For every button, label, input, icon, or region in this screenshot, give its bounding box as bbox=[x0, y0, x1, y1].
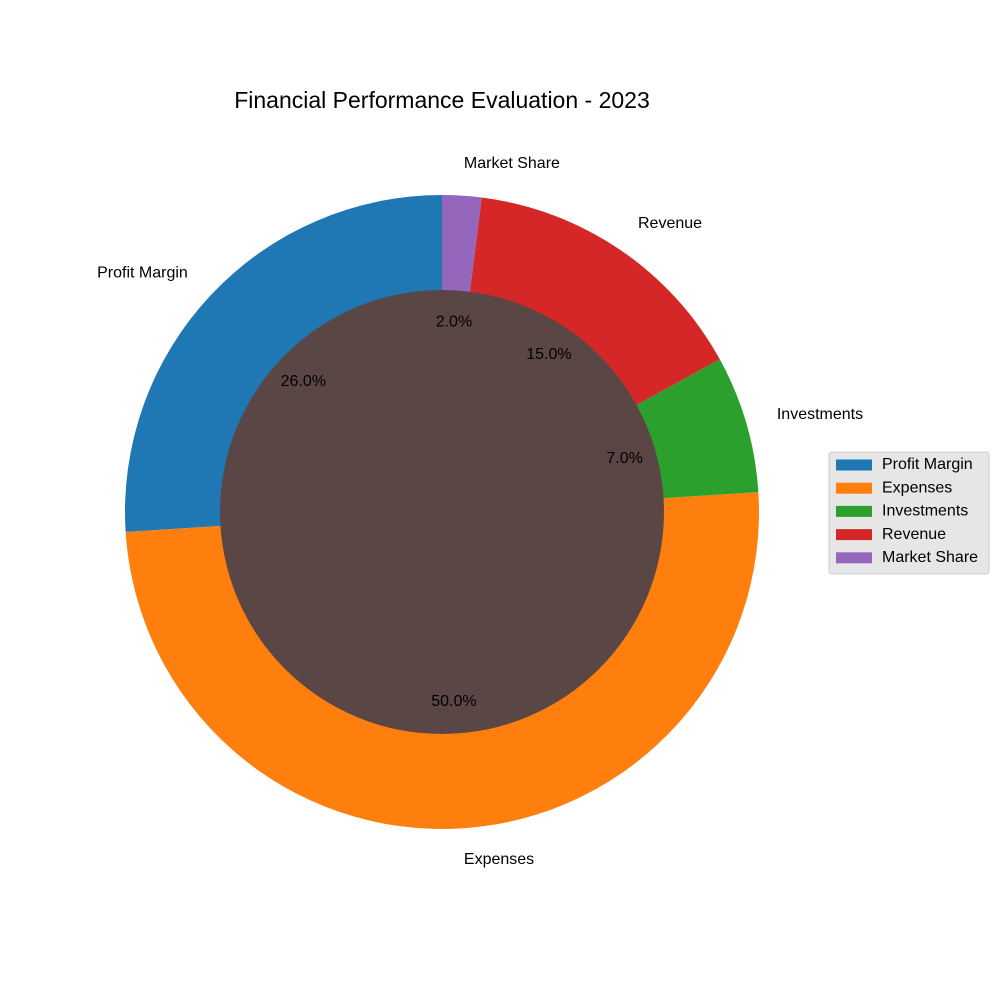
percent-label-revenue: 15.0% bbox=[526, 346, 571, 363]
legend-swatch-investments bbox=[836, 505, 872, 517]
percent-label-profit-margin: 26.0% bbox=[281, 373, 326, 390]
percent-label-market-share: 2.0% bbox=[436, 313, 472, 330]
legend-swatch-revenue bbox=[836, 529, 872, 541]
slice-label-profit-margin: Profit Margin bbox=[97, 265, 188, 282]
legend-label-market-share: Market Share bbox=[882, 549, 978, 566]
slice-label-expenses: Expenses bbox=[464, 851, 534, 868]
percent-label-investments: 7.0% bbox=[606, 450, 642, 467]
legend-label-revenue: Revenue bbox=[882, 526, 946, 543]
legend-items: Profit Margin Expenses Investments Revenue M… bbox=[836, 456, 978, 566]
slice-labels: Profit Margin Expenses Investments Revenue M… bbox=[97, 155, 863, 868]
legend-label-expenses: Expenses bbox=[882, 479, 952, 496]
legend-swatch-profit-margin bbox=[836, 459, 872, 471]
legend-frame bbox=[828, 451, 990, 575]
donut-hole bbox=[220, 290, 664, 734]
percent-labels: 26.0% 50.0% 7.0% 15.0% 2.0% bbox=[281, 313, 643, 710]
legend-label-profit-margin: Profit Margin bbox=[882, 456, 973, 473]
chart-title: Financial Performance Evaluation - 2023 bbox=[234, 87, 650, 113]
legend-swatch-expenses bbox=[836, 482, 872, 494]
percent-label-expenses: 50.0% bbox=[431, 693, 476, 710]
legend: Profit Margin Expenses Investments Revenue M… bbox=[828, 451, 990, 575]
slice-label-market-share: Market Share bbox=[464, 155, 560, 172]
legend-label-investments: Investments bbox=[882, 503, 968, 520]
legend-swatch-market-share bbox=[836, 552, 872, 564]
slice-label-investments: Investments bbox=[777, 406, 863, 423]
slice-label-revenue: Revenue bbox=[638, 215, 702, 232]
